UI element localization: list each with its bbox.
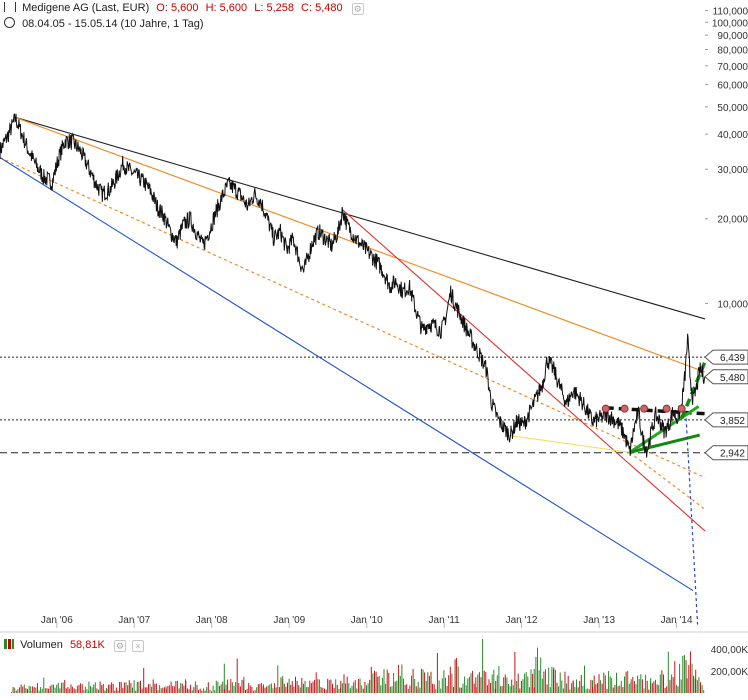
- date-range-row: 08.04.05 - 15.05.14 (10 Jahre, 1 Tag): [4, 17, 204, 30]
- volume-tick-label: 200,00K: [711, 667, 748, 678]
- volume-tick-label: 400,00K: [711, 645, 748, 656]
- level-label: 5,480: [720, 373, 745, 384]
- y-tick-label: 50,000: [717, 103, 748, 114]
- x-tick-label: Jan '12: [506, 615, 538, 626]
- close-value: C: 5,480: [301, 2, 343, 14]
- volume-value: 58,81K: [70, 639, 105, 651]
- x-tick-label: Jan '10: [351, 615, 383, 626]
- y-tick-label: 70,000: [717, 62, 748, 73]
- pivot-marker: [602, 405, 609, 412]
- y-tick-label: 110,000: [713, 7, 748, 18]
- volume-header: Volumen 58,81K ⚙ ×: [4, 639, 144, 652]
- x-tick-label: Jan '14: [661, 615, 693, 626]
- chart-title: Medigene AG (Last, EUR): [22, 2, 149, 14]
- chart-type-icon[interactable]: [4, 2, 16, 12]
- y-tick-label: 100,000: [712, 18, 748, 29]
- level-label: 2,942: [720, 449, 745, 460]
- y-tick-label: 90,000: [717, 31, 748, 42]
- volume-close-icon[interactable]: ×: [132, 640, 144, 652]
- pivot-marker: [621, 405, 628, 412]
- volume-icon: [4, 639, 14, 649]
- volume-settings-icon[interactable]: ⚙: [114, 640, 126, 652]
- chart-header: Medigene AG (Last, EUR) O: 5,600 H: 5,60…: [4, 2, 364, 15]
- x-tick-label: Jan '07: [118, 615, 150, 626]
- pivot-marker: [641, 405, 648, 412]
- x-tick-label: Jan '11: [429, 615, 461, 626]
- y-tick-label: 30,000: [717, 165, 748, 176]
- y-tick-label: 10,000: [717, 299, 748, 310]
- level-label: 6,439: [720, 353, 745, 364]
- y-tick-label: 20,000: [717, 215, 748, 226]
- x-tick-label: Jan '08: [196, 615, 228, 626]
- clock-icon: [4, 17, 15, 28]
- level-label: 3,852: [720, 416, 745, 427]
- y-tick-label: 80,000: [717, 45, 748, 56]
- volume-label: Volumen: [20, 639, 63, 651]
- x-tick-label: Jan '09: [273, 615, 305, 626]
- pivot-marker: [663, 405, 670, 412]
- y-tick-label: 60,000: [717, 81, 748, 92]
- open-value: O: 5,600: [156, 2, 198, 14]
- high-value: H: 5,600: [206, 2, 248, 14]
- x-tick-label: Jan '13: [583, 615, 615, 626]
- date-range: 08.04.05 - 15.05.14 (10 Jahre, 1 Tag): [22, 18, 203, 30]
- y-tick-label: 40,000: [717, 130, 748, 141]
- x-tick-label: Jan '06: [41, 615, 73, 626]
- settings-icon[interactable]: ⚙: [352, 3, 364, 15]
- pivot-marker: [678, 405, 685, 412]
- low-value: L: 5,258: [254, 2, 294, 14]
